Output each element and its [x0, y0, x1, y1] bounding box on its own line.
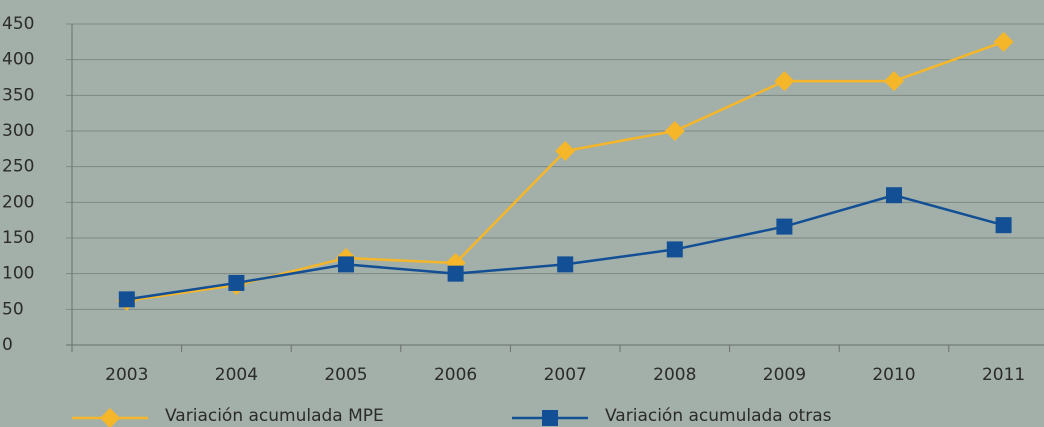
- data-point: [228, 274, 245, 291]
- data-point: [447, 265, 464, 282]
- data-point: [776, 218, 793, 235]
- y-tick-label: 50: [2, 299, 24, 319]
- y-tick-label: 400: [2, 50, 34, 70]
- legend-label: Variación acumulada MPE: [165, 406, 384, 426]
- data-point: [664, 121, 685, 141]
- y-tick-label: 450: [2, 14, 34, 34]
- data-point: [118, 291, 135, 308]
- data-point: [884, 71, 904, 92]
- series-line: [126, 193, 1004, 301]
- data-point: [555, 140, 576, 161]
- y-tick-label: 0: [2, 335, 13, 355]
- x-tick-label: 2003: [105, 365, 148, 385]
- legend-label: Variación acumulada otras: [605, 406, 832, 426]
- x-tick-label: 2007: [544, 365, 587, 385]
- y-tick-label: 100: [2, 264, 34, 284]
- x-tick-label: 2004: [215, 365, 258, 385]
- y-tick-label: 300: [2, 121, 34, 141]
- x-tick-label: 2010: [872, 365, 915, 385]
- x-tick-label: 2006: [434, 365, 477, 385]
- y-tick-label: 200: [2, 192, 34, 212]
- x-tick-label: 2011: [982, 365, 1025, 385]
- data-point: [995, 217, 1012, 234]
- data-point: [774, 71, 795, 92]
- x-tick-label: 2009: [763, 365, 806, 385]
- legend-marker: [542, 410, 558, 426]
- data-point: [993, 31, 1014, 52]
- data-point: [557, 256, 574, 273]
- y-tick-label: 350: [2, 85, 34, 105]
- y-tick-label: 250: [2, 157, 34, 177]
- data-point: [666, 241, 683, 258]
- x-tick-label: 2008: [653, 365, 696, 385]
- data-point: [886, 187, 902, 204]
- legend-marker: [100, 408, 120, 427]
- x-tick-label: 2005: [324, 365, 367, 385]
- data-point: [338, 256, 354, 273]
- y-tick-label: 150: [2, 228, 34, 248]
